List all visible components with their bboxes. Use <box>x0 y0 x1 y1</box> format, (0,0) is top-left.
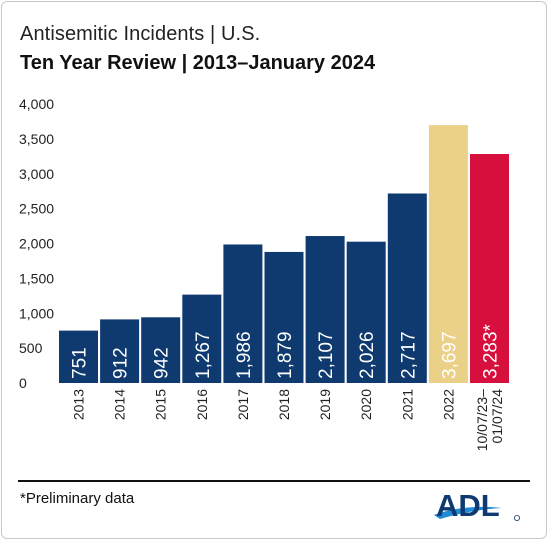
y-tick-label: 4,000 <box>19 96 54 112</box>
data-label: 1,986 <box>234 331 255 379</box>
chart-title: Antisemitic Incidents | U.S. <box>20 23 261 45</box>
data-label: 942 <box>152 347 173 379</box>
y-tick-label: 2,500 <box>19 201 54 217</box>
data-label: 2,026 <box>357 331 378 379</box>
logo-text: ADL <box>436 488 500 523</box>
bar <box>346 241 386 383</box>
y-tick-label: 500 <box>19 340 43 356</box>
data-label: 2,107 <box>316 331 337 379</box>
y-tick-label: 0 <box>19 375 27 391</box>
x-tick-label: 2020 <box>358 389 374 420</box>
data-label: 1,879 <box>275 331 296 379</box>
x-tick-label: 2017 <box>235 389 251 420</box>
bar <box>141 317 181 383</box>
data-label: 912 <box>111 347 132 379</box>
data-label: 2,717 <box>398 331 419 379</box>
y-tick-label: 1,000 <box>19 305 54 321</box>
bar <box>470 154 509 383</box>
x-tick-label: 10/07/23– <box>474 389 490 451</box>
bar <box>59 330 98 383</box>
x-tick-label: 01/07/24 <box>489 389 505 444</box>
bar-chart: 0 500 1,000 1,500 2,000 2,500 3,000 3,500 4,000 7… <box>19 96 509 451</box>
data-label: 751 <box>70 347 91 379</box>
bar <box>387 193 427 383</box>
bar <box>428 125 468 383</box>
x-tick-label: 2015 <box>153 389 169 420</box>
x-tick-label: 2022 <box>440 389 456 420</box>
x-tick-label: 2018 <box>276 389 292 420</box>
y-tick-label: 2,000 <box>19 236 54 252</box>
x-tick-label: 2013 <box>71 389 87 420</box>
y-tick-label: 3,500 <box>19 131 54 147</box>
x-tick-label: 2019 <box>317 389 333 420</box>
x-tick-label: 2014 <box>112 389 128 420</box>
bar <box>182 294 222 383</box>
bar <box>305 236 345 383</box>
footnote: *Preliminary data <box>20 490 135 507</box>
data-label: 1,267 <box>193 331 214 379</box>
data-label: 3,697 <box>439 331 460 379</box>
adl-logo-icon: ADL <box>434 488 521 523</box>
bar <box>223 244 263 383</box>
y-tick-label: 1,500 <box>19 270 54 286</box>
x-tick-label: 2021 <box>399 389 415 420</box>
chart-subtitle: Ten Year Review | 2013–January 2024 <box>20 52 376 74</box>
bar <box>100 319 140 383</box>
bar <box>264 251 304 383</box>
divider-line <box>18 480 530 482</box>
data-label: 3,283* <box>481 323 502 379</box>
x-tick-label: 2016 <box>194 389 210 420</box>
y-tick-label: 3,000 <box>19 166 54 182</box>
